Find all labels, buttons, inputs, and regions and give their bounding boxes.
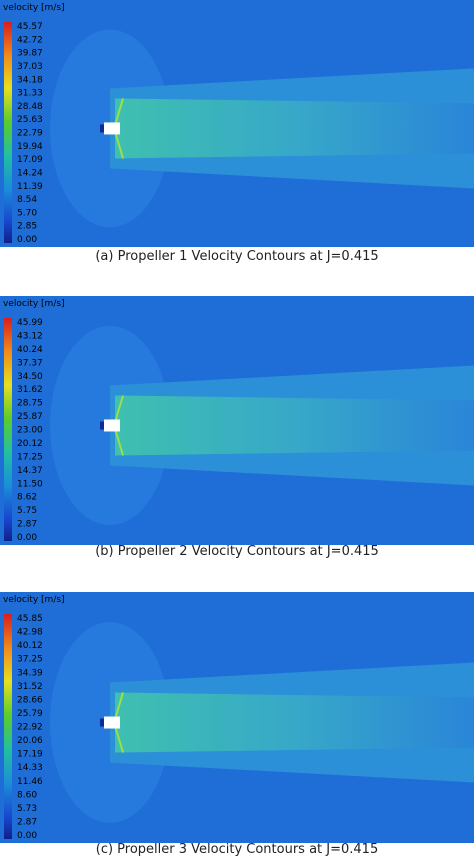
legend-label: 14.33 <box>17 763 43 773</box>
legend-label: 40.12 <box>17 641 43 651</box>
legend-label: 2.87 <box>17 817 37 827</box>
legend-label: 45.57 <box>17 22 43 32</box>
legend-label: 17.09 <box>17 155 43 165</box>
legend-label: 42.72 <box>17 35 43 45</box>
legend-label: 8.60 <box>17 790 37 800</box>
wake <box>115 98 474 159</box>
legend-label: 17.25 <box>17 452 43 462</box>
contour-image: velocity [m/s] 45.57 42.72 39.87 37.03 34.18 3… <box>0 0 474 247</box>
legend-label: 34.18 <box>17 75 43 85</box>
legend-label: 14.24 <box>17 168 43 178</box>
legend-label: 11.46 <box>17 777 43 787</box>
legend-label: 5.70 <box>17 208 37 218</box>
blade <box>114 428 124 456</box>
caption: (a) Propeller 1 Velocity Contours at J=0… <box>95 249 379 264</box>
legend-label: 37.03 <box>17 62 43 72</box>
wake <box>115 395 474 456</box>
legend-label: 31.62 <box>17 385 43 395</box>
contour-image: velocity [m/s] 45.99 43.12 40.24 37.37 34.50 3… <box>0 296 474 545</box>
legend-label: 31.52 <box>17 682 43 692</box>
legend-label: 17.19 <box>17 750 43 760</box>
legend-label: 23.00 <box>17 426 43 436</box>
colorbar <box>4 614 12 839</box>
legend-label: 28.66 <box>17 695 43 705</box>
wake <box>115 692 474 753</box>
hub-shadow <box>100 124 104 133</box>
legend-label: 2.85 <box>17 222 37 232</box>
legend-label: 0.00 <box>17 533 37 543</box>
legend-label: 8.62 <box>17 493 37 503</box>
colorbar <box>4 318 12 541</box>
hub <box>104 716 120 729</box>
contour-image: velocity [m/s] 45.85 42.98 40.12 37.25 34.39 3… <box>0 592 474 843</box>
legend-label: 25.63 <box>17 115 43 125</box>
hub-shadow <box>100 718 104 727</box>
legend-title: velocity [m/s] <box>3 595 65 605</box>
blade <box>114 98 124 126</box>
legend-label: 22.92 <box>17 723 43 733</box>
legend-label: 19.94 <box>17 142 43 152</box>
legend-label: 37.37 <box>17 358 43 368</box>
hub-shadow <box>100 421 104 430</box>
legend-label: 11.50 <box>17 479 43 489</box>
legend-label: 39.87 <box>17 49 43 59</box>
legend-label: 31.33 <box>17 89 43 99</box>
legend-label: 20.06 <box>17 736 43 746</box>
legend-label: 2.87 <box>17 520 37 530</box>
legend-label: 25.79 <box>17 709 43 719</box>
legend-label: 5.73 <box>17 804 37 814</box>
legend-label: 20.12 <box>17 439 43 449</box>
legend-label: 45.85 <box>17 614 43 624</box>
legend-label: 11.39 <box>17 182 43 192</box>
legend-label: 42.98 <box>17 628 43 638</box>
caption: (b) Propeller 2 Velocity Contours at J=0… <box>95 544 379 559</box>
hub <box>104 122 120 135</box>
legend-title: velocity [m/s] <box>3 299 65 309</box>
legend-label: 0.00 <box>17 831 37 841</box>
colorbar <box>4 22 12 243</box>
legend-label: 37.25 <box>17 655 43 665</box>
legend-title: velocity [m/s] <box>3 3 65 13</box>
legend-label: 28.48 <box>17 102 43 112</box>
blade <box>114 131 124 159</box>
legend-label: 8.54 <box>17 195 37 205</box>
legend-label: 45.99 <box>17 318 43 328</box>
legend-label: 25.87 <box>17 412 43 422</box>
blade <box>114 692 124 720</box>
legend-label: 22.79 <box>17 129 43 139</box>
caption: (c) Propeller 3 Velocity Contours at J=0… <box>95 842 379 857</box>
legend-label: 5.75 <box>17 506 37 516</box>
legend-label: 34.39 <box>17 668 43 678</box>
legend-label: 43.12 <box>17 331 43 341</box>
hub <box>104 419 120 432</box>
legend-label: 28.75 <box>17 399 43 409</box>
legend-label: 0.00 <box>17 235 37 245</box>
blade <box>114 395 124 423</box>
legend-label: 14.37 <box>17 466 43 476</box>
legend-label: 34.50 <box>17 372 43 382</box>
legend-label: 40.24 <box>17 345 43 355</box>
blade <box>114 725 124 753</box>
